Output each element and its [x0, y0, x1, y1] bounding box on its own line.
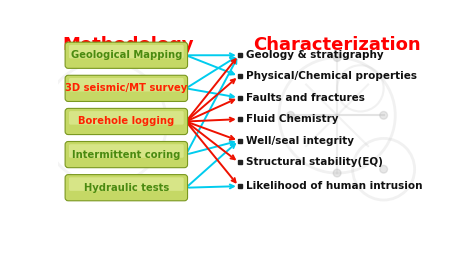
Circle shape	[333, 169, 341, 177]
FancyBboxPatch shape	[65, 175, 187, 201]
FancyBboxPatch shape	[65, 42, 187, 68]
FancyBboxPatch shape	[65, 108, 187, 135]
Circle shape	[380, 165, 387, 173]
FancyBboxPatch shape	[69, 177, 184, 191]
Text: Intermittent coring: Intermittent coring	[72, 150, 180, 159]
FancyBboxPatch shape	[69, 144, 184, 158]
Text: Methodology: Methodology	[62, 36, 194, 54]
Text: Hydraulic tests: Hydraulic tests	[84, 183, 169, 193]
Text: Geology & stratigraphy: Geology & stratigraphy	[246, 50, 384, 60]
Circle shape	[333, 54, 341, 61]
Text: Well/seal integrity: Well/seal integrity	[246, 136, 354, 146]
FancyBboxPatch shape	[69, 111, 184, 125]
Text: Faults and fractures: Faults and fractures	[246, 93, 365, 103]
Text: Physical/Chemical properties: Physical/Chemical properties	[246, 71, 418, 81]
Text: Characterization: Characterization	[253, 36, 421, 54]
FancyBboxPatch shape	[65, 75, 187, 102]
FancyBboxPatch shape	[69, 45, 184, 58]
FancyBboxPatch shape	[69, 78, 184, 91]
Circle shape	[380, 111, 387, 119]
Text: 3D seismic/MT survey: 3D seismic/MT survey	[65, 83, 187, 93]
Text: Likelihood of human intrusion: Likelihood of human intrusion	[246, 181, 423, 191]
Text: Geological Mapping: Geological Mapping	[71, 50, 182, 60]
FancyBboxPatch shape	[65, 142, 187, 168]
Text: Structural stability(EQ): Structural stability(EQ)	[246, 157, 383, 167]
Circle shape	[287, 111, 294, 119]
Text: Borehole logging: Borehole logging	[78, 117, 174, 126]
Text: Fluid Chemistry: Fluid Chemistry	[246, 114, 339, 124]
